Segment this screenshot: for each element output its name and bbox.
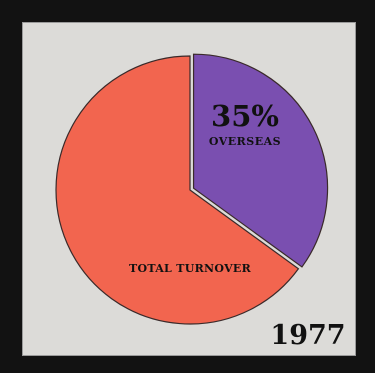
pie-slice-overseas — [192, 53, 329, 268]
year-label: 1977 — [270, 320, 345, 351]
overseas-percent-label: 35% — [211, 99, 279, 133]
pie-slice-total-turnover — [55, 55, 300, 325]
total-turnover-label: TOTAL TURNOVER — [129, 262, 252, 275]
pie-slices — [55, 53, 329, 325]
overseas-label: OVERSEAS — [209, 135, 281, 148]
